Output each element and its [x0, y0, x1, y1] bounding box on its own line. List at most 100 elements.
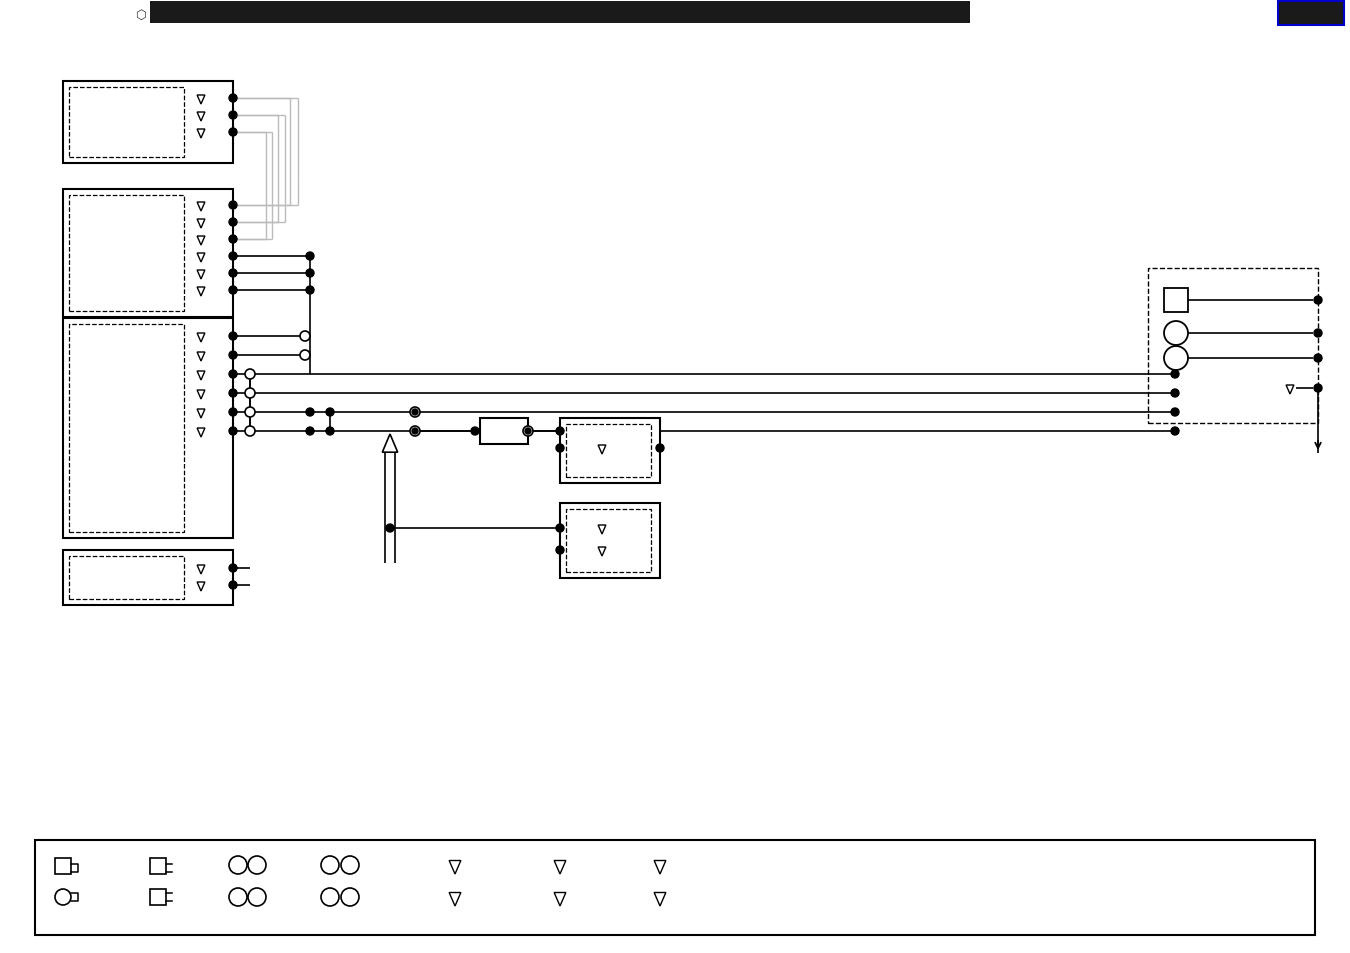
Circle shape: [556, 524, 564, 533]
Bar: [128, 4, 146, 26]
Circle shape: [525, 429, 531, 435]
Polygon shape: [197, 220, 205, 229]
Circle shape: [1314, 355, 1322, 363]
Circle shape: [244, 408, 255, 417]
Circle shape: [556, 546, 564, 555]
Polygon shape: [197, 288, 205, 296]
Circle shape: [1314, 330, 1322, 337]
Polygon shape: [197, 410, 205, 418]
Circle shape: [306, 270, 315, 277]
Circle shape: [412, 410, 418, 416]
Circle shape: [300, 332, 310, 341]
Circle shape: [386, 524, 394, 533]
Polygon shape: [1287, 386, 1293, 395]
Bar: [1278, 2, 1345, 26]
Circle shape: [230, 219, 238, 227]
Bar: [69, 325, 184, 533]
Bar: [481, 418, 528, 444]
Polygon shape: [598, 547, 606, 557]
Circle shape: [471, 428, 479, 436]
Bar: [566, 424, 651, 477]
Circle shape: [1314, 296, 1322, 305]
Polygon shape: [197, 96, 205, 105]
Circle shape: [325, 409, 333, 416]
Circle shape: [230, 352, 238, 359]
Circle shape: [244, 370, 255, 379]
Bar: [560, 418, 660, 483]
Circle shape: [306, 253, 315, 261]
Bar: [55, 858, 72, 874]
Circle shape: [410, 427, 420, 436]
Bar: [69, 557, 184, 599]
Bar: [150, 858, 166, 874]
Polygon shape: [197, 372, 205, 380]
Bar: [63, 551, 234, 605]
Bar: [69, 195, 184, 312]
Polygon shape: [197, 112, 205, 122]
Circle shape: [230, 235, 238, 244]
Circle shape: [244, 427, 255, 436]
Circle shape: [230, 202, 238, 210]
Circle shape: [1170, 390, 1179, 397]
Circle shape: [306, 409, 315, 416]
Polygon shape: [450, 893, 460, 906]
Circle shape: [1170, 371, 1179, 378]
Polygon shape: [197, 353, 205, 361]
Circle shape: [230, 287, 238, 294]
Polygon shape: [382, 435, 398, 453]
Bar: [150, 2, 971, 24]
Circle shape: [230, 409, 238, 416]
Bar: [150, 889, 166, 905]
Polygon shape: [598, 525, 606, 535]
Circle shape: [230, 253, 238, 261]
Circle shape: [230, 95, 238, 103]
Circle shape: [1314, 385, 1322, 393]
Bar: [566, 510, 651, 573]
Polygon shape: [554, 893, 566, 906]
Polygon shape: [197, 253, 205, 263]
Polygon shape: [197, 391, 205, 399]
Circle shape: [656, 444, 664, 453]
Bar: [560, 503, 660, 578]
Polygon shape: [197, 334, 205, 343]
Circle shape: [522, 427, 533, 436]
Bar: [63, 82, 234, 164]
Circle shape: [412, 429, 418, 435]
Circle shape: [230, 428, 238, 436]
Polygon shape: [197, 130, 205, 139]
Circle shape: [1170, 428, 1179, 436]
Circle shape: [306, 428, 315, 436]
Circle shape: [230, 112, 238, 120]
Polygon shape: [655, 861, 666, 874]
Bar: [63, 190, 234, 317]
Circle shape: [306, 287, 315, 294]
Polygon shape: [598, 446, 606, 455]
Bar: [35, 841, 1315, 935]
Polygon shape: [197, 582, 205, 592]
Circle shape: [230, 371, 238, 378]
Circle shape: [556, 444, 564, 453]
Polygon shape: [197, 236, 205, 246]
Polygon shape: [197, 271, 205, 280]
Text: ⬡: ⬡: [135, 9, 146, 22]
Circle shape: [556, 428, 564, 436]
Polygon shape: [554, 861, 566, 874]
Circle shape: [230, 333, 238, 340]
Circle shape: [230, 564, 238, 573]
Polygon shape: [655, 893, 666, 906]
Circle shape: [325, 428, 333, 436]
Circle shape: [1170, 409, 1179, 416]
Circle shape: [244, 389, 255, 398]
Circle shape: [230, 129, 238, 137]
Bar: [1148, 269, 1318, 423]
Circle shape: [230, 581, 238, 589]
Circle shape: [230, 270, 238, 277]
Circle shape: [230, 390, 238, 397]
Polygon shape: [197, 565, 205, 575]
Circle shape: [300, 351, 310, 360]
Polygon shape: [450, 861, 460, 874]
Bar: [63, 318, 234, 538]
Bar: [1164, 289, 1188, 313]
Circle shape: [410, 408, 420, 417]
Polygon shape: [197, 429, 205, 437]
